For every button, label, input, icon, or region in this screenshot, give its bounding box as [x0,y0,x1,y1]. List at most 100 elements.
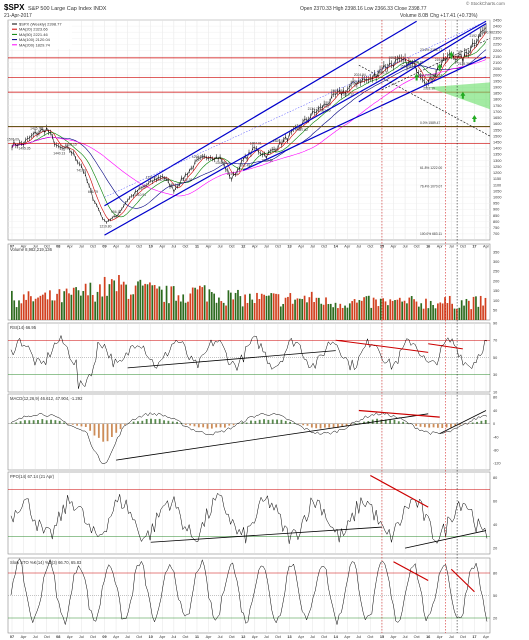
price-line [11,27,487,223]
volume-bar [96,291,99,320]
price-annotation: 1074.77 [169,183,181,187]
stoch-tick-label: 20 [493,616,497,620]
moving-average-line [11,41,487,218]
ppo-tick-label: 20 [493,546,497,550]
volume-bar [351,301,354,320]
green-zone [428,82,490,110]
volume-bar [160,289,163,320]
x-tick-label-bottom: 10 [149,635,153,639]
macd-histogram-bar [263,419,265,424]
volume-bar [465,298,468,320]
macd-histogram-bar [423,423,426,428]
price-annotation: 1576.09 [7,138,19,142]
volume-bar [134,285,137,320]
volume-bar [196,289,199,320]
macd-line [10,412,488,464]
price-tick-label: 1650 [493,116,501,120]
volume-bar [91,294,94,320]
volume-bar [453,308,456,320]
volume-bar [172,286,175,320]
volume-bar [158,286,161,320]
macd-title: MACD(12,26,9) 46.612, 47.904, -1.292 [10,396,83,401]
ppo-title: PPO(14) 67.14 (21 Apr) [10,474,55,479]
macd-histogram-bar [45,420,48,424]
volume-bar [463,305,465,320]
x-tick-label: Apr [437,245,444,249]
macd-histogram-bar [354,423,357,424]
volume-bar [417,306,420,320]
price-annotation: 1425.76 [30,127,42,131]
x-tick-label-bottom: Jul [171,635,176,639]
x-tick-label-bottom: 17 [472,635,476,639]
volume-bar [477,306,480,320]
volume-bar [275,293,277,320]
x-tick-label: Oct [460,245,467,249]
volume-bar [118,275,120,320]
macd-histogram-bar [58,420,61,424]
volume-bar [437,303,439,320]
x-tick-label-bottom: 11 [195,635,199,639]
volume-bar [475,296,477,320]
volume-bar [251,299,254,320]
price-tick-label: 900 [493,208,499,212]
volume-bar [268,295,270,320]
x-tick-label-bottom: 16 [426,635,430,639]
macd-histogram-bar [323,423,326,428]
x-tick-label: 16 [426,245,430,249]
volume-bar [237,289,239,320]
macd-histogram-bar [428,423,431,428]
volume-bar [470,309,473,320]
volume-bar [467,300,470,320]
price-tick-label: 700 [493,232,499,236]
x-tick-label-bottom: Oct [367,635,374,639]
volume-bar [303,295,306,320]
macd-histogram-bar [80,423,83,427]
x-tick-label-bottom: 07 [10,635,14,639]
macd-histogram-bar [15,422,18,424]
x-tick-label: Jul [171,245,176,249]
volume-bar [270,293,273,320]
x-tick-label: Jul [264,245,269,249]
volume-bar [239,296,242,320]
price-tick-label: 2150 [493,55,501,59]
rsi-tick-label: 10 [493,390,497,394]
price-annotation: 1343.35 [215,161,227,165]
volume-bar [368,295,370,320]
volume-bar [87,295,89,320]
legend-entry: MA(100) 2120.04 [19,37,51,42]
macd-histogram-bar [319,423,322,429]
fib-label: 76.4% 1070.07 [420,185,442,189]
volume-bar [175,300,177,320]
volume-bar [382,298,384,320]
macd-histogram-bar [202,423,205,428]
macd-histogram-bar [437,423,439,428]
volume-bar [103,276,106,320]
volume-bar [294,299,296,320]
volume-bar [291,303,294,320]
volume-title: Volume 8,982,219,136 [10,247,53,252]
volume-bar [327,304,330,320]
volume-bar [187,301,189,320]
macd-histogram-bar [176,421,178,424]
macd-histogram-bar [84,423,87,428]
macd-histogram-bar [332,423,335,428]
macd-histogram-bar [458,423,461,426]
macd-tick-label: 40 [493,409,497,413]
macd-histogram-bar [358,422,361,424]
channel-line [104,20,487,236]
price-annotation: 2134.72 [308,107,320,111]
x-tick-label: Oct [321,245,328,249]
volume-bar [60,302,63,320]
macd-histogram-bar [432,423,435,428]
macd-histogram-bar [193,423,196,427]
volume-bar [139,279,142,320]
volume-bar [425,298,427,320]
volume-bar [265,295,268,320]
macd-histogram-bar [380,419,383,424]
macd-histogram-bar [115,423,118,433]
volume-bar [141,285,144,320]
channel-line [358,23,487,103]
volume-bar [120,284,123,320]
volume-bar [315,297,318,320]
